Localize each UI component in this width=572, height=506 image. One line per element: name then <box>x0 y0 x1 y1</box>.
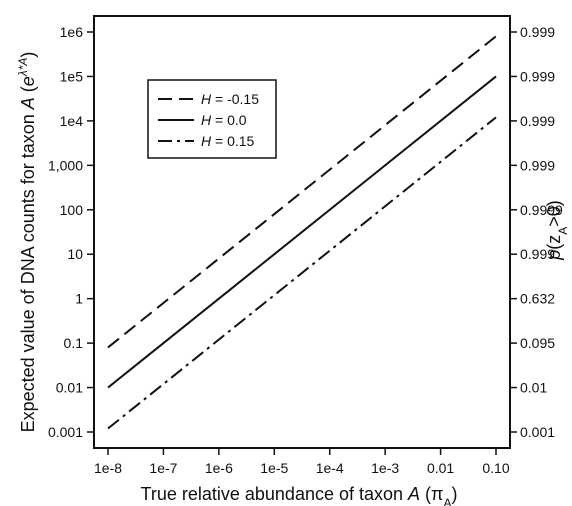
y-tick-label: 1e5 <box>60 68 84 84</box>
right-tick-label: 0.01 <box>520 380 547 396</box>
right-axis-label: p(zA>0) <box>544 200 570 261</box>
legend: H = -0.15H = 0.0H = 0.15 <box>147 79 277 159</box>
x-axis-ticks: 1e-8 1e-7 1e-6 1e-5 1e-4 1e-3 0.01 0.10 <box>94 448 510 476</box>
y-axis-label: Expected value of DNA counts for taxon A… <box>16 52 38 433</box>
plot-area <box>93 15 511 449</box>
x-tick-label: 0.10 <box>482 460 509 476</box>
x-tick-label: 1e-5 <box>260 460 288 476</box>
legend-label: H = 0.15 <box>201 133 255 149</box>
right-tick-label: 0.095 <box>520 335 555 351</box>
legend-label: H = -0.15 <box>201 91 259 107</box>
x-tick-label: 1e-3 <box>371 460 399 476</box>
series-line-1 <box>107 75 497 389</box>
series-line-2 <box>107 116 497 430</box>
x-tick-label: 1e-8 <box>94 460 122 476</box>
series-group <box>107 35 497 430</box>
y-axis-ticks: 0.001 0.01 0.1 1 10 100 1,000 1e4 1e5 1e6 <box>48 24 94 440</box>
legend-value: = 0.0 <box>211 112 247 128</box>
x-tick-label: 0.01 <box>427 460 454 476</box>
y-tick-label: 10 <box>67 246 83 262</box>
y-tick-label: 1,000 <box>48 157 83 173</box>
legend-var: H <box>201 112 212 128</box>
y-tick-label: 1e6 <box>60 24 84 40</box>
legend-value: = -0.15 <box>211 91 259 107</box>
right-tick-label: 0.9999 <box>520 202 563 218</box>
right-axis-ticks: 0.001 0.01 0.095 0.632 0.999 0.9999 0.999 0.999… <box>510 24 563 440</box>
x-tick-label: 1e-6 <box>205 460 233 476</box>
x-tick-label: 1e-4 <box>316 460 344 476</box>
y-tick-label: 0.001 <box>48 424 83 440</box>
plot-frame <box>93 15 511 449</box>
legend-value: = 0.15 <box>211 133 254 149</box>
x-tick-label: 1e-7 <box>149 460 177 476</box>
right-tick-label: 0.999 <box>520 113 555 129</box>
x-axis-label: True relative abundance of taxon A (πA) <box>141 484 458 506</box>
legend-var: H <box>201 91 212 107</box>
right-tick-label: 0.999 <box>520 157 555 173</box>
right-tick-label: 0.001 <box>520 424 555 440</box>
right-tick-label: 0.999 <box>520 246 555 262</box>
legend-label: H = 0.0 <box>201 112 247 128</box>
y-tick-label: 1 <box>75 291 83 307</box>
right-tick-label: 0.999 <box>520 24 555 40</box>
right-tick-label: 0.999 <box>520 68 555 84</box>
y-tick-label: 0.01 <box>56 380 83 396</box>
y-tick-label: 0.1 <box>64 335 84 351</box>
legend-var: H <box>201 133 212 149</box>
y-tick-label: 1e4 <box>60 113 84 129</box>
y-tick-label: 100 <box>60 202 84 218</box>
right-tick-label: 0.632 <box>520 291 555 307</box>
